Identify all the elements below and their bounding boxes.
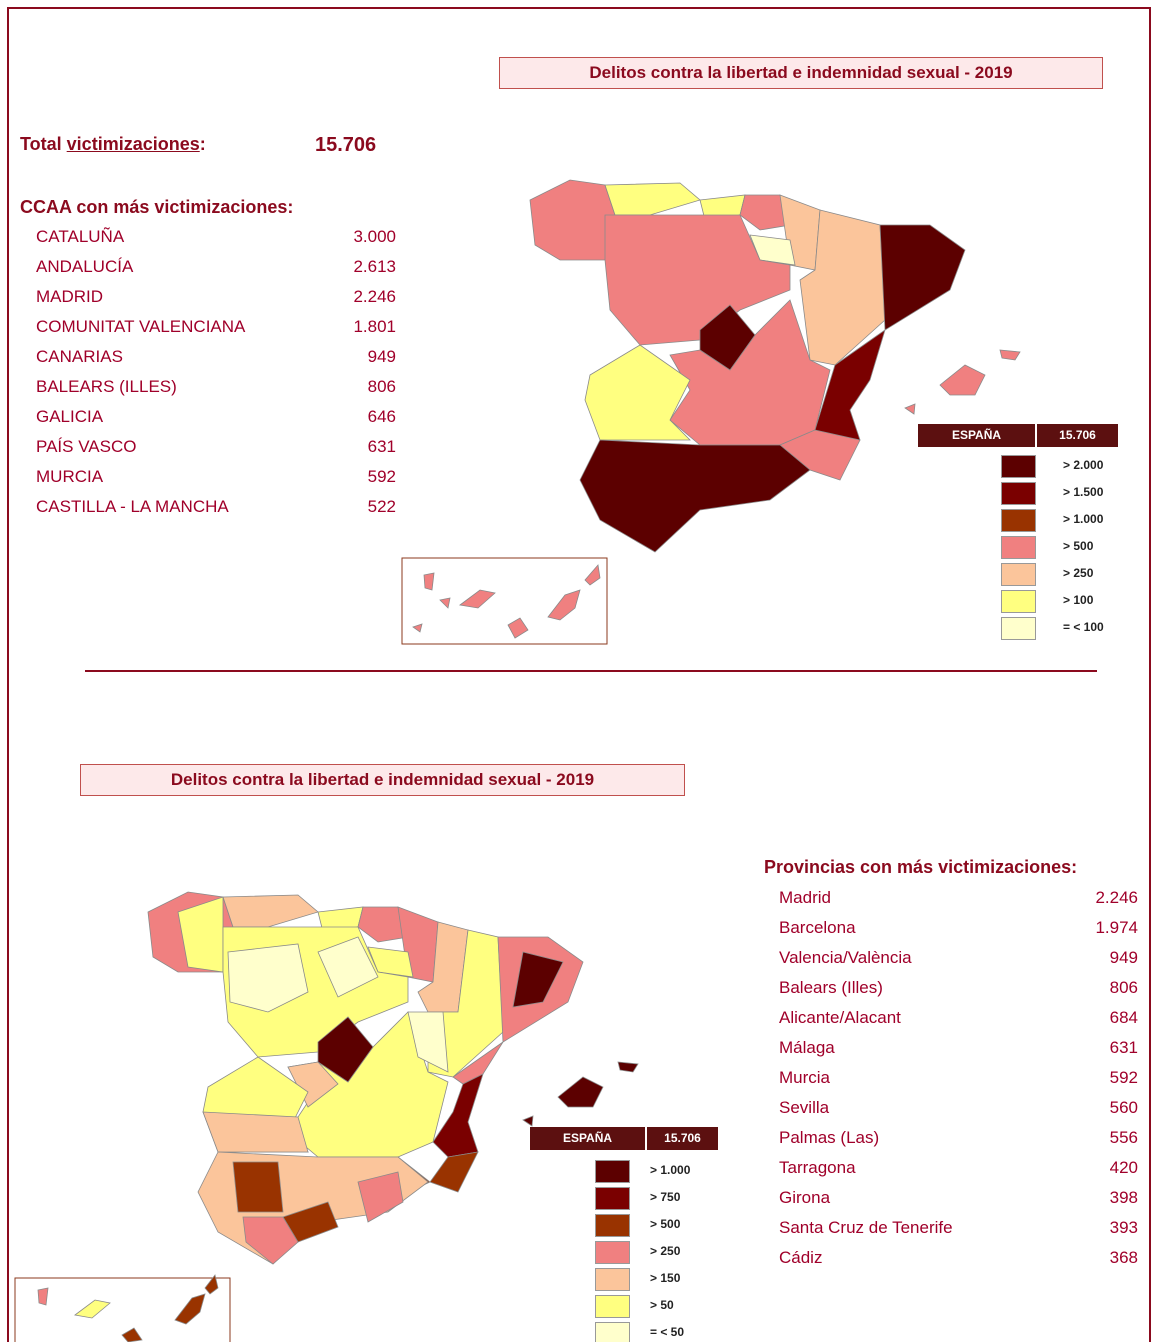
- row-value: 522: [367, 497, 396, 516]
- row-value: 631: [367, 437, 396, 456]
- title: Delitos contra la libertad e indemnidad …: [499, 57, 1103, 89]
- row-name: Tarragona: [779, 1158, 856, 1177]
- row-name: Cádiz: [779, 1248, 823, 1267]
- legend-swatch: [1001, 509, 1036, 532]
- total-label: Total victimizaciones:: [20, 134, 206, 155]
- page-border: [7, 7, 1151, 1342]
- row-value: 592: [367, 467, 396, 486]
- total-value: 15.706: [315, 134, 377, 156]
- row-name: CANARIAS: [36, 347, 123, 366]
- legend-swatch: [595, 1160, 630, 1183]
- row-name: Barcelona: [779, 918, 856, 937]
- row-name: Murcia: [779, 1068, 831, 1087]
- legend-swatch: [595, 1268, 630, 1291]
- row-name: CATALUÑA: [36, 227, 125, 246]
- legend-header: ESPAÑA: [918, 424, 1035, 447]
- row-name: COMUNITAT VALENCIANA: [36, 317, 246, 336]
- row-value: 368: [1109, 1248, 1138, 1267]
- legend-total: 15.706: [1037, 424, 1118, 447]
- legend-swatch: [1001, 617, 1036, 640]
- legend-swatch: [595, 1214, 630, 1237]
- legend-label: > 1.000: [1063, 512, 1104, 526]
- row-name: PAÍS VASCO: [36, 437, 137, 456]
- row-value: 949: [1109, 948, 1138, 967]
- list-heading: Provincias con más victimizaciones:: [764, 857, 1078, 877]
- legend-label: > 250: [1063, 566, 1094, 580]
- legend-swatch: [595, 1295, 630, 1318]
- row-value: 684: [1109, 1008, 1138, 1027]
- canarias-inset: [14, 1277, 231, 1342]
- row-name: Valencia/València: [779, 948, 912, 967]
- legend-header: ESPAÑA: [530, 1127, 645, 1150]
- legend-label: > 150: [650, 1271, 681, 1285]
- legend-label: > 50: [650, 1298, 674, 1312]
- row-value: 393: [1109, 1218, 1138, 1237]
- row-value: 560: [1109, 1098, 1138, 1117]
- map-ccaa: [401, 179, 1021, 645]
- legend-swatch: [1001, 536, 1036, 559]
- legend-swatch: [595, 1322, 630, 1342]
- row-value: 806: [367, 377, 396, 396]
- row-value: 592: [1109, 1068, 1138, 1087]
- row-name: GALICIA: [36, 407, 104, 426]
- legend-label: > 250: [650, 1244, 681, 1258]
- legend-label: > 1.500: [1063, 485, 1104, 499]
- row-name: ANDALUCÍA: [36, 257, 134, 276]
- row-value: 556: [1109, 1128, 1138, 1147]
- legend-total: 15.706: [647, 1127, 718, 1150]
- row-name: MADRID: [36, 287, 104, 306]
- row-value: 1.974: [1095, 918, 1138, 937]
- row-name: Santa Cruz de Tenerife: [779, 1218, 953, 1237]
- row-name: Málaga: [779, 1038, 835, 1057]
- row-name: Madrid: [779, 888, 831, 907]
- row-value: 3.000: [353, 227, 396, 246]
- row-name: Alicante/Alacant: [779, 1008, 901, 1027]
- row-name: CASTILLA - LA MANCHA: [36, 497, 229, 516]
- legend-label: > 2.000: [1063, 458, 1104, 472]
- legend-swatch: [1001, 455, 1036, 478]
- row-name: BALEARS (ILLES): [36, 377, 177, 396]
- total-prefix: Total: [20, 134, 67, 154]
- row-value: 1.801: [353, 317, 396, 336]
- row-name: Palmas (Las): [779, 1128, 880, 1147]
- row-value: 2.246: [353, 287, 396, 306]
- row-name: Balears (Illes): [779, 978, 883, 997]
- row-value: 949: [367, 347, 396, 366]
- legend-label: > 750: [650, 1190, 681, 1204]
- legend-label: > 1.000: [650, 1163, 691, 1177]
- legend-label: > 500: [1063, 539, 1094, 553]
- legend-swatch: [1001, 482, 1036, 505]
- legend-swatch: [595, 1241, 630, 1264]
- total-underlined: victimizaciones: [66, 134, 200, 154]
- row-value: 646: [367, 407, 396, 426]
- list-heading: CCAA con más victimizaciones:: [20, 197, 294, 217]
- row-value: 2.246: [1095, 888, 1138, 907]
- row-name: Sevilla: [779, 1098, 830, 1117]
- legend-swatch: [1001, 563, 1036, 586]
- row-value: 2.613: [353, 257, 396, 276]
- row-name: Girona: [779, 1188, 831, 1207]
- row-name: MURCIA: [36, 467, 104, 486]
- row-value: 631: [1109, 1038, 1138, 1057]
- legend-label: > 500: [650, 1217, 681, 1231]
- row-value: 806: [1109, 978, 1138, 997]
- legend-swatch: [1001, 590, 1036, 613]
- legend-label: = < 100: [1063, 620, 1104, 634]
- legend-label: = < 50: [650, 1325, 685, 1339]
- row-value: 398: [1109, 1188, 1138, 1207]
- row-value: 420: [1109, 1158, 1138, 1177]
- legend-label: > 100: [1063, 593, 1094, 607]
- total-suffix: :: [199, 134, 206, 154]
- title: Delitos contra la libertad e indemnidad …: [80, 764, 685, 796]
- legend-swatch: [595, 1187, 630, 1210]
- map-provincias: [147, 891, 639, 1265]
